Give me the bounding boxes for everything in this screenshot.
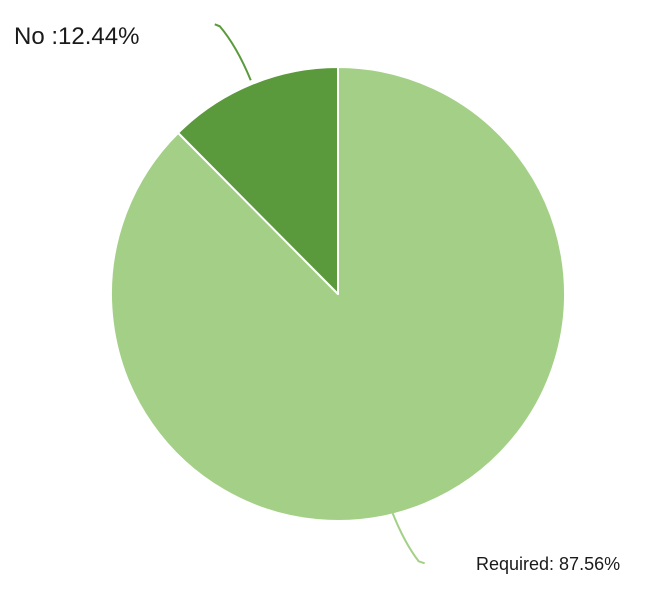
- slice-label-required: Required: 87.56%: [476, 554, 620, 574]
- slice-label-no: No :12.44%: [14, 23, 139, 50]
- slice-labels: No :12.44% Required: 87.56%: [14, 23, 620, 574]
- pie-slice-no: [177, 66, 339, 295]
- leader-line-no: [214, 23, 252, 81]
- leader-line-required: [391, 512, 425, 565]
- leader-lines: [214, 23, 425, 565]
- pie-slices: [110, 66, 566, 522]
